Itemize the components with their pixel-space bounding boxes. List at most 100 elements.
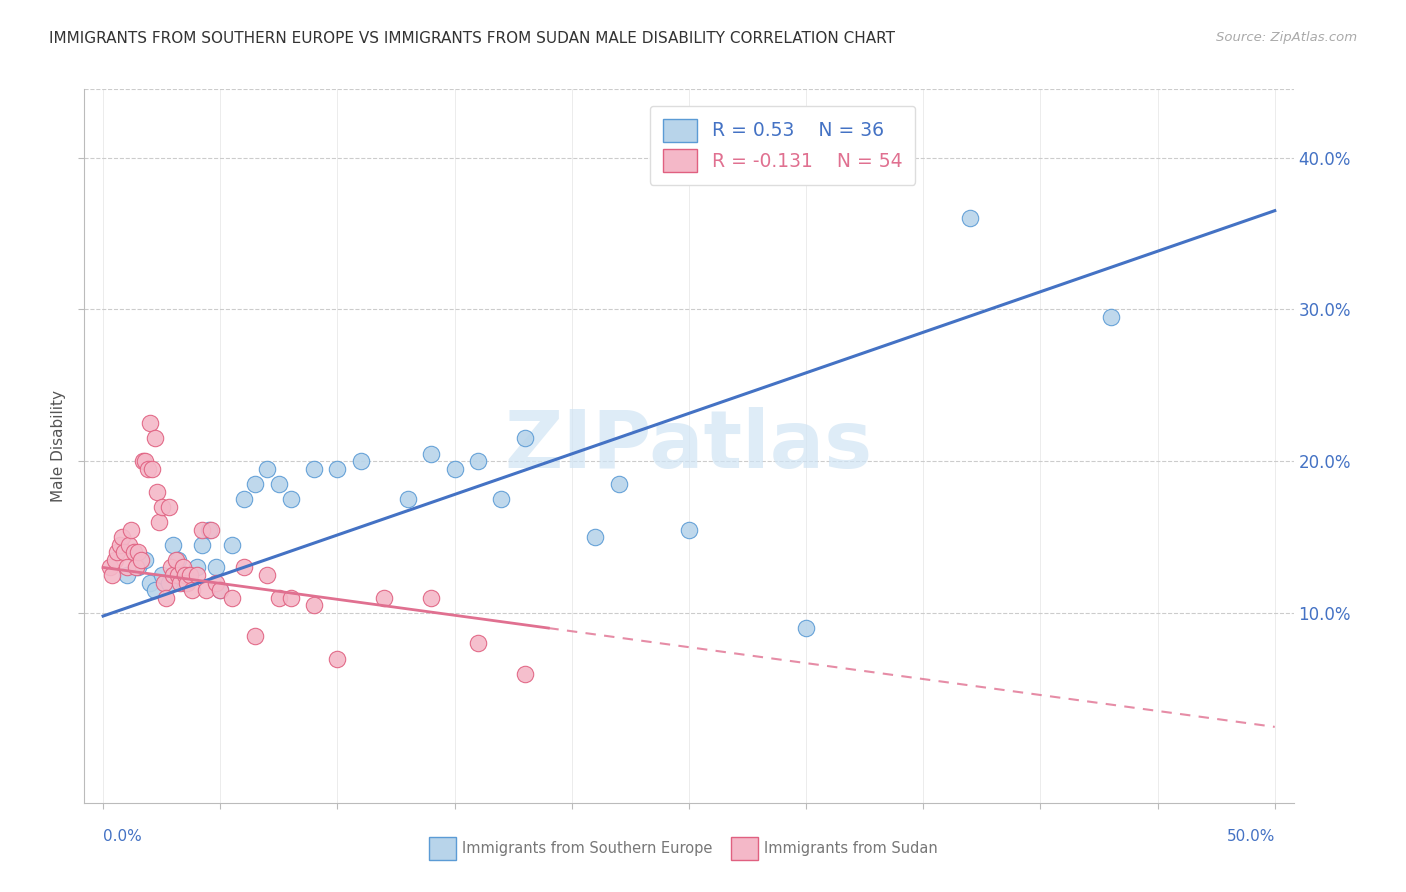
Point xyxy=(181,583,204,598)
Point xyxy=(232,492,254,507)
FancyBboxPatch shape xyxy=(429,837,456,860)
Point xyxy=(467,636,489,650)
Point xyxy=(302,599,325,613)
Point xyxy=(165,553,187,567)
Point xyxy=(197,523,219,537)
FancyBboxPatch shape xyxy=(731,837,758,860)
Point xyxy=(136,462,159,476)
Point xyxy=(204,575,226,590)
Point xyxy=(280,591,302,605)
Point xyxy=(160,560,183,574)
Point xyxy=(443,462,465,476)
Point xyxy=(155,591,177,605)
Point xyxy=(513,666,536,681)
Point xyxy=(221,538,243,552)
Point xyxy=(174,568,197,582)
Point xyxy=(186,560,208,574)
Text: Immigrants from Southern Europe: Immigrants from Southern Europe xyxy=(461,841,711,856)
Point xyxy=(153,575,176,590)
Point xyxy=(108,538,131,552)
Point xyxy=(105,545,128,559)
Point xyxy=(221,591,243,605)
Point xyxy=(141,462,163,476)
Text: 50.0%: 50.0% xyxy=(1226,829,1275,844)
Text: Source: ZipAtlas.com: Source: ZipAtlas.com xyxy=(1216,31,1357,45)
Point xyxy=(245,629,267,643)
Point xyxy=(143,431,166,445)
Point xyxy=(134,454,156,468)
Text: IMMIGRANTS FROM SOUTHERN EUROPE VS IMMIGRANTS FROM SUDAN MALE DISABILITY CORRELA: IMMIGRANTS FROM SOUTHERN EUROPE VS IMMIG… xyxy=(49,31,896,46)
Point xyxy=(678,523,700,537)
Point xyxy=(104,553,127,567)
Point xyxy=(350,454,373,468)
Point xyxy=(467,454,489,468)
Point xyxy=(583,530,606,544)
Point xyxy=(162,538,184,552)
Point xyxy=(186,568,208,582)
Point xyxy=(174,575,197,590)
Point xyxy=(326,651,349,665)
Point xyxy=(256,568,278,582)
Point xyxy=(118,538,141,552)
Text: ZIPatlas: ZIPatlas xyxy=(505,407,873,485)
Point xyxy=(129,553,152,567)
Point xyxy=(195,583,218,598)
Point xyxy=(176,575,198,590)
Point xyxy=(267,477,290,491)
Text: Immigrants from Sudan: Immigrants from Sudan xyxy=(763,841,938,856)
Point xyxy=(209,583,232,598)
Point xyxy=(127,545,149,559)
Point xyxy=(148,515,170,529)
Point xyxy=(111,530,134,544)
Point xyxy=(245,477,267,491)
Point xyxy=(132,454,155,468)
Point xyxy=(122,545,145,559)
Point xyxy=(232,560,254,574)
Point xyxy=(1099,310,1122,324)
Point xyxy=(134,553,156,567)
Point xyxy=(209,583,232,598)
Point xyxy=(172,560,194,574)
Point xyxy=(167,568,190,582)
Point xyxy=(794,621,817,635)
Point xyxy=(157,575,180,590)
Y-axis label: Male Disability: Male Disability xyxy=(51,390,66,502)
Point xyxy=(157,500,180,514)
Legend: R = 0.53    N = 36, R = -0.131    N = 54: R = 0.53 N = 36, R = -0.131 N = 54 xyxy=(650,106,915,186)
Point xyxy=(98,560,121,574)
Point xyxy=(256,462,278,476)
Point xyxy=(396,492,419,507)
Point xyxy=(491,492,513,507)
Point xyxy=(169,575,191,590)
Point xyxy=(179,568,201,582)
Point xyxy=(127,560,149,574)
Point xyxy=(143,583,166,598)
Point xyxy=(115,560,138,574)
Text: 0.0%: 0.0% xyxy=(103,829,142,844)
Point xyxy=(420,447,443,461)
Point xyxy=(150,500,173,514)
Point xyxy=(139,416,162,430)
Point xyxy=(190,523,212,537)
Point xyxy=(162,568,184,582)
Point xyxy=(420,591,443,605)
Point xyxy=(101,568,124,582)
Point xyxy=(373,591,395,605)
Point xyxy=(267,591,290,605)
Point xyxy=(326,462,349,476)
Point xyxy=(112,545,135,559)
Point xyxy=(302,462,325,476)
Point xyxy=(204,560,226,574)
Point xyxy=(167,553,190,567)
Point xyxy=(513,431,536,445)
Point xyxy=(959,211,981,226)
Point xyxy=(146,484,169,499)
Point xyxy=(115,568,138,582)
Point xyxy=(150,568,173,582)
Point xyxy=(607,477,630,491)
Point xyxy=(125,560,148,574)
Point xyxy=(280,492,302,507)
Point xyxy=(190,538,212,552)
Point xyxy=(200,523,222,537)
Point xyxy=(139,575,162,590)
